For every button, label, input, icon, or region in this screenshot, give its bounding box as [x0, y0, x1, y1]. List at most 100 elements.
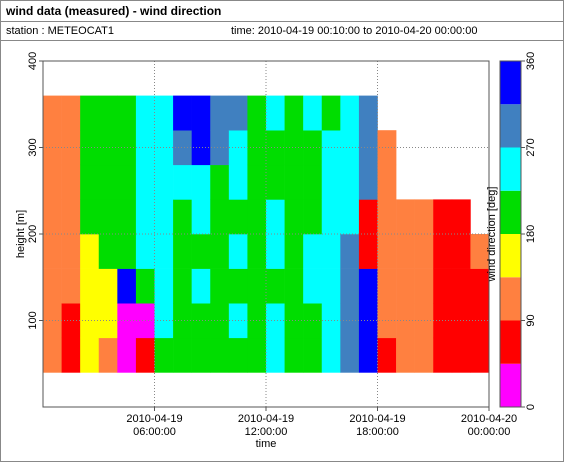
x-tick-label: 2010-04-19 12:00:00	[237, 413, 295, 438]
time-range: time: 2010-04-19 00:10:00 to 2010-04-20 …	[231, 25, 478, 37]
cell	[154, 164, 174, 200]
colorbar-band	[500, 190, 521, 234]
cell	[154, 234, 174, 269]
cell	[191, 199, 211, 235]
cell	[303, 130, 323, 166]
cell	[340, 268, 360, 304]
cell	[247, 337, 267, 373]
cell	[396, 303, 415, 339]
cell	[98, 234, 118, 269]
cell	[451, 234, 471, 269]
cell	[303, 337, 323, 373]
cell	[228, 95, 248, 131]
cell	[80, 199, 100, 235]
cell	[433, 268, 453, 304]
y-axis-label: height [m]	[15, 210, 27, 258]
cell	[210, 95, 230, 131]
cell	[414, 199, 434, 235]
cell	[396, 268, 415, 304]
cell	[210, 337, 230, 373]
cell	[284, 234, 304, 269]
cell	[433, 199, 453, 235]
colorbar-band	[500, 363, 521, 407]
cell	[98, 130, 118, 166]
cell	[451, 303, 471, 339]
cell	[396, 337, 415, 373]
cell	[173, 164, 192, 200]
cell	[98, 95, 118, 131]
cell	[228, 164, 248, 200]
cell	[173, 130, 192, 166]
cell	[154, 199, 174, 235]
cell	[154, 337, 174, 373]
cell	[358, 268, 378, 304]
y-tick-label: 400	[27, 52, 39, 70]
cell	[43, 164, 62, 200]
cell	[173, 95, 192, 131]
cell	[396, 199, 415, 235]
cell	[117, 164, 137, 200]
cell	[470, 234, 490, 269]
cell	[173, 268, 192, 304]
colorbar-tick-label: 0	[525, 404, 537, 410]
colorbar-tick-label: 360	[525, 52, 537, 70]
cell	[284, 337, 304, 373]
x-axis-label: time	[256, 438, 277, 450]
cell	[117, 268, 137, 304]
y-tick-label: 200	[27, 225, 39, 243]
x-tick-label: 2010-04-19 18:00:00	[349, 413, 406, 438]
colorbar-band	[500, 320, 521, 364]
title: wind data (measured) - wind direction	[6, 4, 222, 18]
cell	[358, 95, 378, 131]
cell	[321, 95, 341, 131]
cell	[321, 337, 341, 373]
cell	[228, 199, 248, 235]
cell	[266, 199, 285, 235]
cell	[321, 268, 341, 304]
cell	[321, 234, 341, 269]
cell	[396, 234, 415, 269]
cell	[228, 268, 248, 304]
cell	[61, 130, 81, 166]
cell	[433, 337, 453, 373]
cell	[228, 337, 248, 373]
cell	[284, 164, 304, 200]
cell	[117, 303, 137, 339]
cell	[377, 337, 397, 373]
cell	[470, 337, 490, 373]
cell	[303, 303, 323, 339]
cell	[284, 199, 304, 235]
cell	[80, 268, 100, 304]
cell	[377, 130, 397, 166]
cell	[358, 337, 378, 373]
cell	[191, 337, 211, 373]
colorbar-band	[500, 104, 521, 148]
cell	[247, 164, 267, 200]
cell	[470, 303, 490, 339]
cell	[43, 268, 62, 304]
cell	[303, 95, 323, 131]
cell	[43, 234, 62, 269]
colorbar-label: wind direction [deg]	[486, 187, 498, 283]
colorbar-band	[500, 234, 521, 278]
cell	[210, 268, 230, 304]
cell	[191, 303, 211, 339]
cell	[43, 199, 62, 235]
cell	[117, 199, 137, 235]
cell	[247, 268, 267, 304]
cell	[61, 303, 81, 339]
cell	[284, 268, 304, 304]
cell	[340, 164, 360, 200]
cell	[117, 130, 137, 166]
cell	[303, 234, 323, 269]
cell	[173, 303, 192, 339]
cell	[98, 303, 118, 339]
cell	[358, 199, 378, 235]
cell	[303, 164, 323, 200]
cell	[98, 199, 118, 235]
cell	[228, 234, 248, 269]
cell	[266, 337, 285, 373]
cell	[358, 130, 378, 166]
